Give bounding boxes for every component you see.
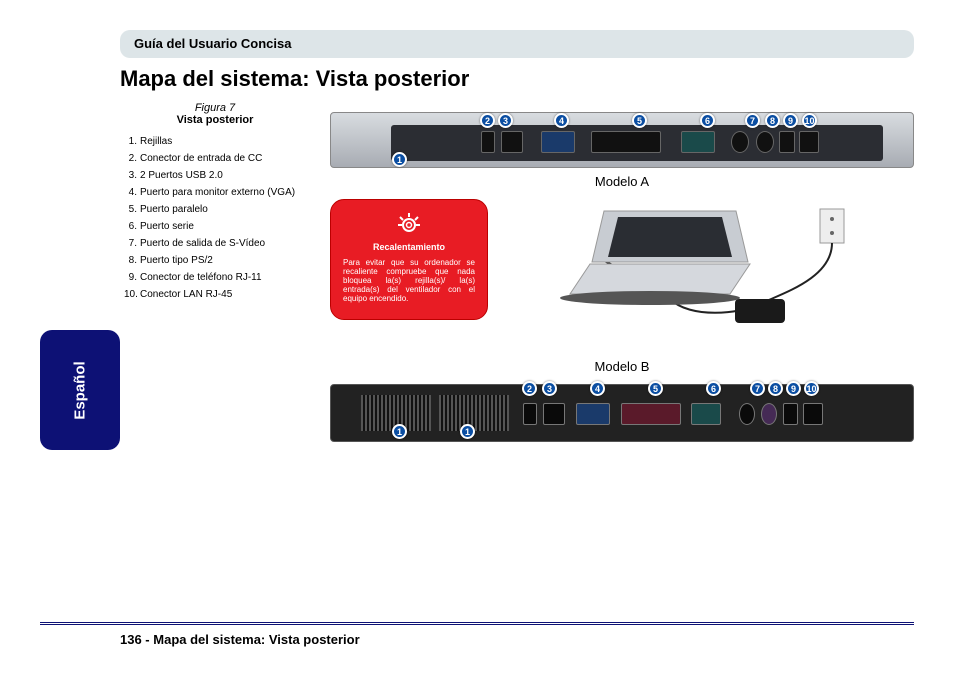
footer-text: 136 - Mapa del sistema: Vista posterior (120, 632, 360, 647)
model-b-label: Modelo B (330, 359, 914, 374)
laptop-illustration (506, 199, 914, 349)
callout-4: 4 (554, 113, 569, 128)
legend-list: 1.Rejillas2.Conector de entrada de CC3.2… (120, 134, 310, 303)
callout-6: 6 (700, 113, 715, 128)
legend-item: 5.Puerto paralelo (124, 202, 310, 218)
callout-9: 9 (786, 381, 801, 396)
legend-item: 8.Puerto tipo PS/2 (124, 253, 310, 269)
callout-10: 10 (802, 113, 817, 128)
legend-item: 2.Conector de entrada de CC (124, 151, 310, 167)
legend-item: 6.Puerto serie (124, 219, 310, 235)
legend-item: 1.Rejillas (124, 134, 310, 150)
device-b-body (330, 384, 914, 442)
page-title: Mapa del sistema: Vista posterior (120, 66, 914, 92)
warning-box: Recalentamiento Para evitar que su orden… (330, 199, 488, 320)
callout-1: 1 (460, 424, 475, 439)
callout-10: 10 (804, 381, 819, 396)
figure-caption: Figura 7 Vista posterior (120, 102, 310, 126)
figure-title: Vista posterior (120, 114, 310, 126)
model-a-label: Modelo A (330, 174, 914, 189)
warning-title: Recalentamiento (343, 242, 475, 252)
callout-7: 7 (745, 113, 760, 128)
callout-5: 5 (648, 381, 663, 396)
guide-header-text: Guía del Usuario Concisa (134, 36, 292, 51)
legend-item: 7.Puerto de salida de S-Vídeo (124, 236, 310, 252)
callout-1: 1 (392, 152, 407, 167)
legend-item: 9.Conector de teléfono RJ-11 (124, 270, 310, 286)
callout-9: 9 (783, 113, 798, 128)
callout-8: 8 (765, 113, 780, 128)
callout-1: 1 (392, 424, 407, 439)
callout-4: 4 (590, 381, 605, 396)
callout-3: 3 (498, 113, 513, 128)
footer-rule (40, 622, 914, 625)
footer-page: 136 - (120, 632, 150, 647)
legend-item: 10.Conector LAN RJ-45 (124, 287, 310, 303)
callout-2: 2 (480, 113, 495, 128)
device-a-body (330, 112, 914, 168)
callout-6: 6 (706, 381, 721, 396)
warning-body: Para evitar que su ordenador se recalien… (343, 258, 475, 303)
language-tab-text: Español (71, 361, 88, 419)
callout-3: 3 (542, 381, 557, 396)
device-a-row: 12345678910 (330, 112, 914, 168)
callout-5: 5 (632, 113, 647, 128)
callout-7: 7 (750, 381, 765, 396)
legend-item: 3.2 Puertos USB 2.0 (124, 168, 310, 184)
guide-header: Guía del Usuario Concisa (120, 30, 914, 58)
callout-2: 2 (522, 381, 537, 396)
language-tab: Español (40, 330, 120, 450)
warning-icon (343, 212, 475, 236)
figure-number: Figura 7 (120, 102, 310, 114)
footer-title: Mapa del sistema: Vista posterior (153, 632, 359, 647)
device-b-row: 112345678910 (330, 384, 914, 442)
legend-item: 4.Puerto para monitor externo (VGA) (124, 185, 310, 201)
callout-8: 8 (768, 381, 783, 396)
